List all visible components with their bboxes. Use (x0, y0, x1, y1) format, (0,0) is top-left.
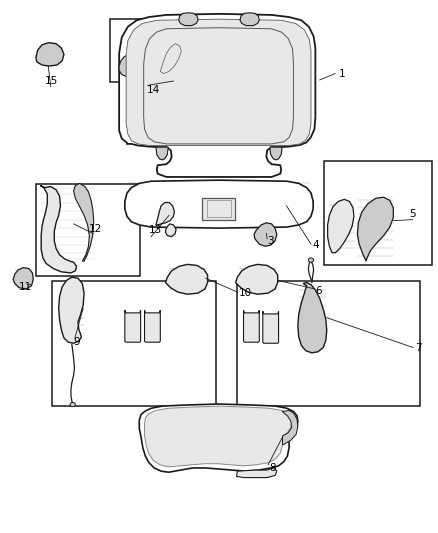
Polygon shape (166, 264, 208, 294)
Polygon shape (254, 223, 277, 246)
Polygon shape (156, 147, 168, 160)
Text: 3: 3 (267, 236, 274, 246)
Polygon shape (179, 13, 198, 26)
Polygon shape (357, 197, 393, 261)
Bar (324, 161, 432, 265)
Polygon shape (298, 282, 327, 353)
Polygon shape (145, 406, 292, 467)
Text: 8: 8 (269, 463, 276, 473)
Text: 6: 6 (315, 286, 322, 296)
Polygon shape (36, 43, 64, 66)
Text: 14: 14 (147, 85, 160, 94)
Text: 4: 4 (312, 240, 319, 250)
Text: 7: 7 (415, 343, 422, 352)
Polygon shape (263, 311, 279, 343)
Polygon shape (59, 277, 84, 343)
Bar (52, 281, 216, 406)
Polygon shape (139, 404, 298, 472)
Bar (237, 281, 420, 406)
Bar (36, 184, 140, 276)
Text: 9: 9 (73, 337, 80, 347)
Polygon shape (119, 14, 315, 177)
Polygon shape (13, 268, 33, 289)
Polygon shape (74, 183, 94, 261)
Polygon shape (125, 310, 141, 342)
Polygon shape (244, 310, 259, 342)
Polygon shape (40, 185, 77, 273)
Polygon shape (126, 19, 311, 146)
Polygon shape (237, 468, 277, 478)
Polygon shape (236, 264, 278, 294)
Text: 13: 13 (149, 225, 162, 235)
Bar (110, 19, 208, 82)
Polygon shape (156, 203, 174, 225)
Polygon shape (145, 310, 160, 342)
Polygon shape (125, 180, 313, 228)
Ellipse shape (308, 258, 314, 262)
Ellipse shape (70, 402, 75, 407)
Polygon shape (282, 410, 298, 445)
Polygon shape (156, 36, 187, 78)
Text: 5: 5 (409, 209, 416, 219)
Bar (207, 200, 231, 217)
Text: 10: 10 (239, 288, 252, 298)
Text: 15: 15 (45, 76, 58, 86)
Polygon shape (166, 224, 176, 237)
Polygon shape (240, 13, 259, 26)
Bar (202, 198, 235, 220)
Polygon shape (270, 147, 282, 160)
Polygon shape (328, 199, 354, 253)
Text: 1: 1 (338, 69, 345, 78)
Text: 12: 12 (89, 224, 102, 234)
Text: 11: 11 (19, 282, 32, 292)
Polygon shape (119, 54, 141, 77)
